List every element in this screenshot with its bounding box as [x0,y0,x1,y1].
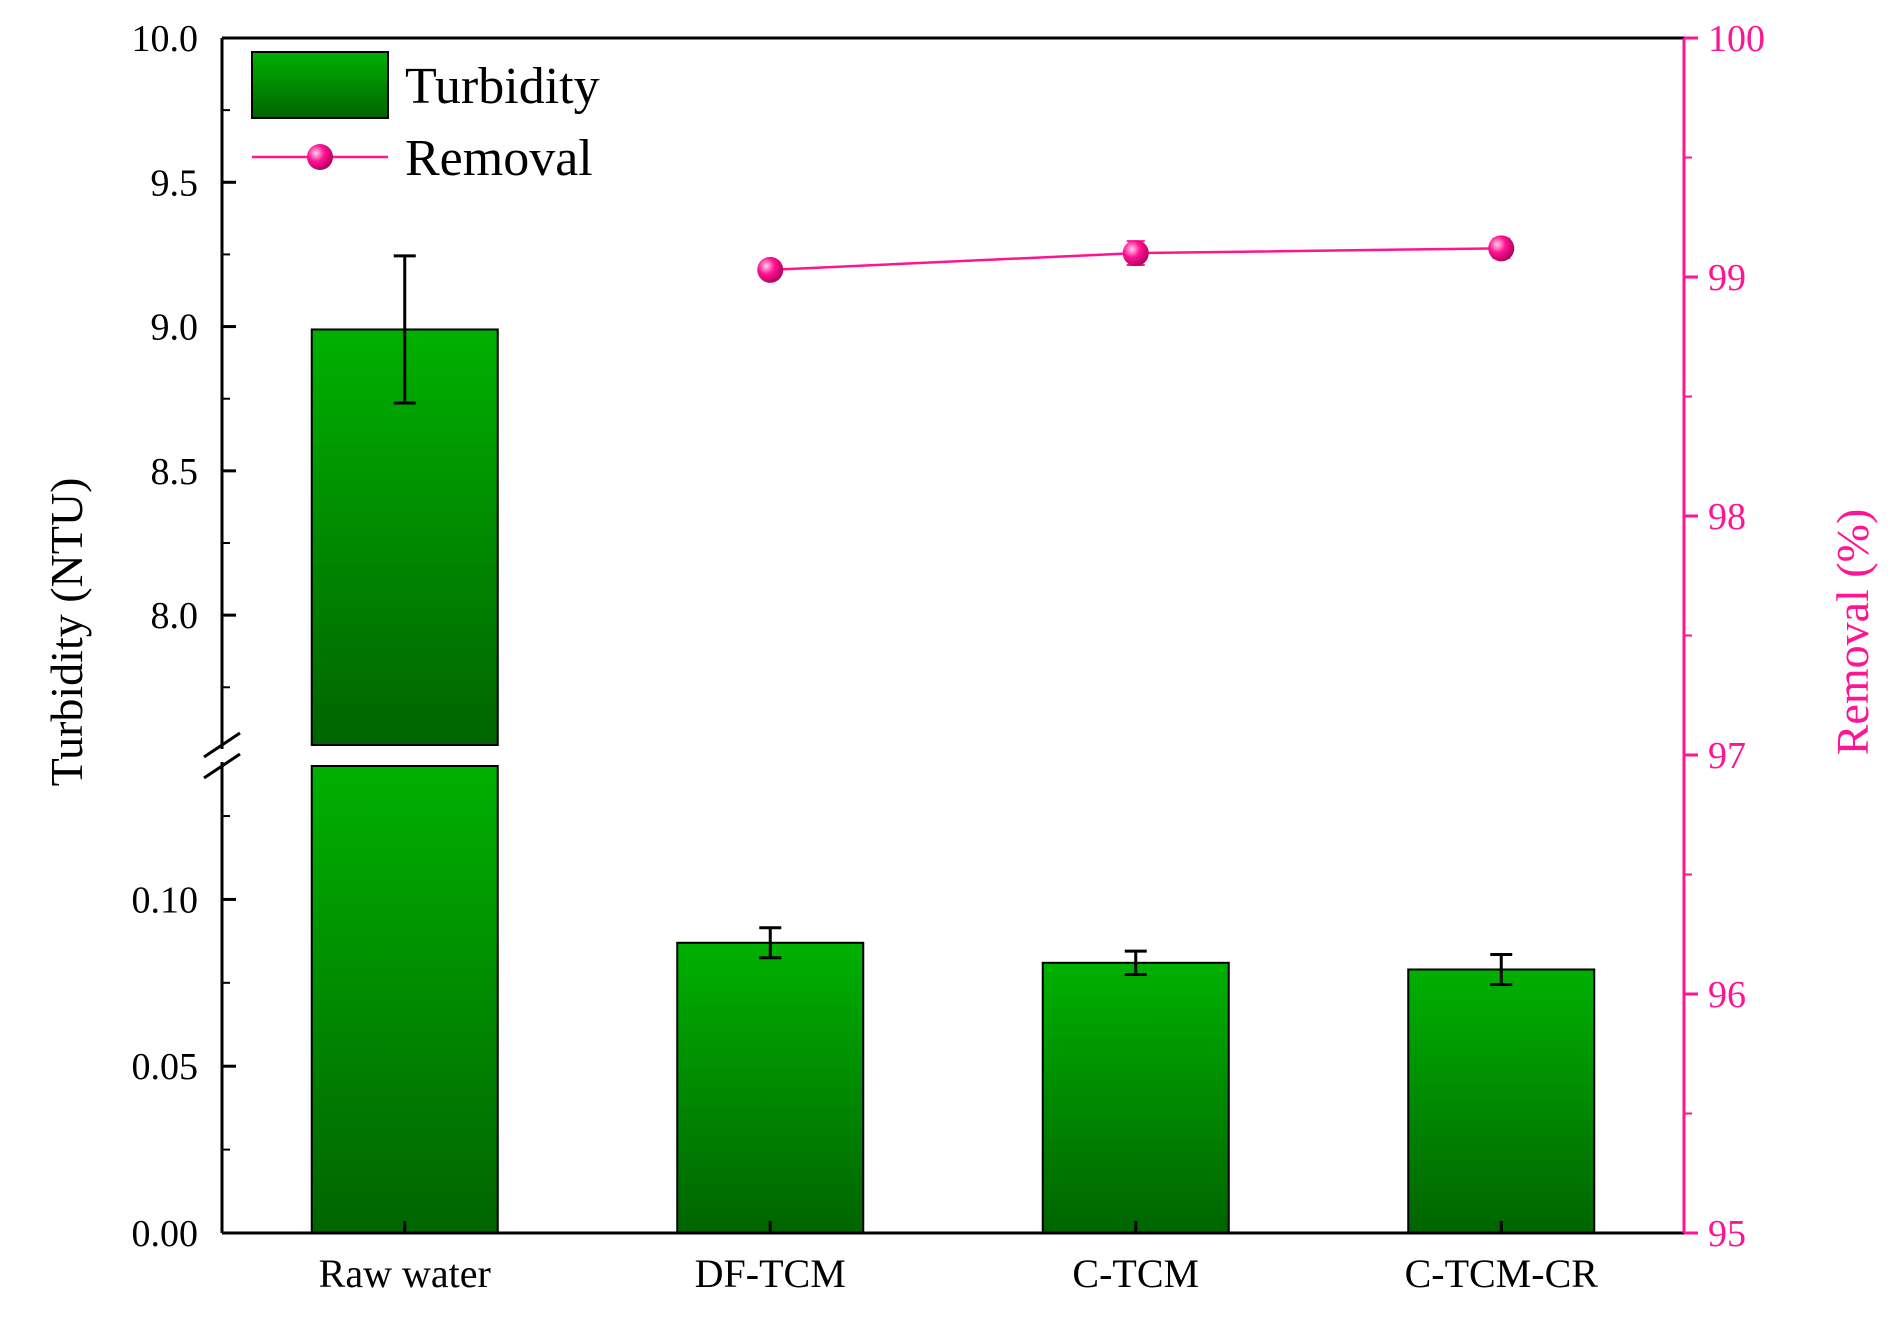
legend-removal-label: Removal [405,130,593,187]
removal-point-1 [757,256,784,283]
axis-break-mark-upper [203,731,241,759]
x-tick-label-3: C-TCM-CR [1405,1251,1599,1296]
y-axis-title: Turbidity (NTU) [41,478,92,787]
legend: Turbidity Removal [251,51,600,187]
turbidity-bar-1 [676,941,865,1234]
x-tick-label-1: DF-TCM [695,1251,846,1296]
y-tick-label-up-2: 9.0 [151,307,199,349]
turbidity-bar-2 [1041,961,1230,1234]
y2-tick-label-4: 99 [1708,257,1746,299]
y2-tick-label-0: 95 [1708,1213,1746,1255]
y-tick-label-up-4: 10.0 [132,18,199,60]
y-tick-label-low-0: 0.00 [132,1213,199,1255]
legend-turbidity-swatch [251,51,389,119]
y-tick-label-up-1: 8.5 [151,451,199,493]
x-tick-label-0: Raw water [319,1251,491,1296]
y2-tick-label-2: 97 [1708,735,1746,777]
removal-point-2 [1122,240,1149,267]
y-tick-label-up-0: 8.0 [151,595,199,637]
y2-tick-label-1: 96 [1708,974,1746,1016]
y2-axis-title: Removal (%) [1827,509,1878,756]
axis-break-mark-lower [203,752,241,780]
x-tick-label-2: C-TCM [1072,1251,1199,1296]
plot-area: 0.00 0.05 0.10 8.0 8.5 9.0 9.5 10.0 95 96 97 98 99 10… [132,18,1766,1296]
turbidity-bar-3 [1407,968,1596,1234]
y-tick-label-up-3: 9.5 [151,162,199,204]
removal-point-3 [1488,235,1515,262]
y2-tick-label-3: 98 [1708,496,1746,538]
y-tick-label-low-2: 0.10 [132,879,199,921]
y-tick-label-low-1: 0.05 [132,1046,199,1088]
y2-tick-label-5: 100 [1708,18,1765,60]
legend-removal-marker [307,144,333,170]
legend-turbidity-label: Turbidity [405,58,600,115]
turbidity-bar-lower-0 [310,765,499,1234]
